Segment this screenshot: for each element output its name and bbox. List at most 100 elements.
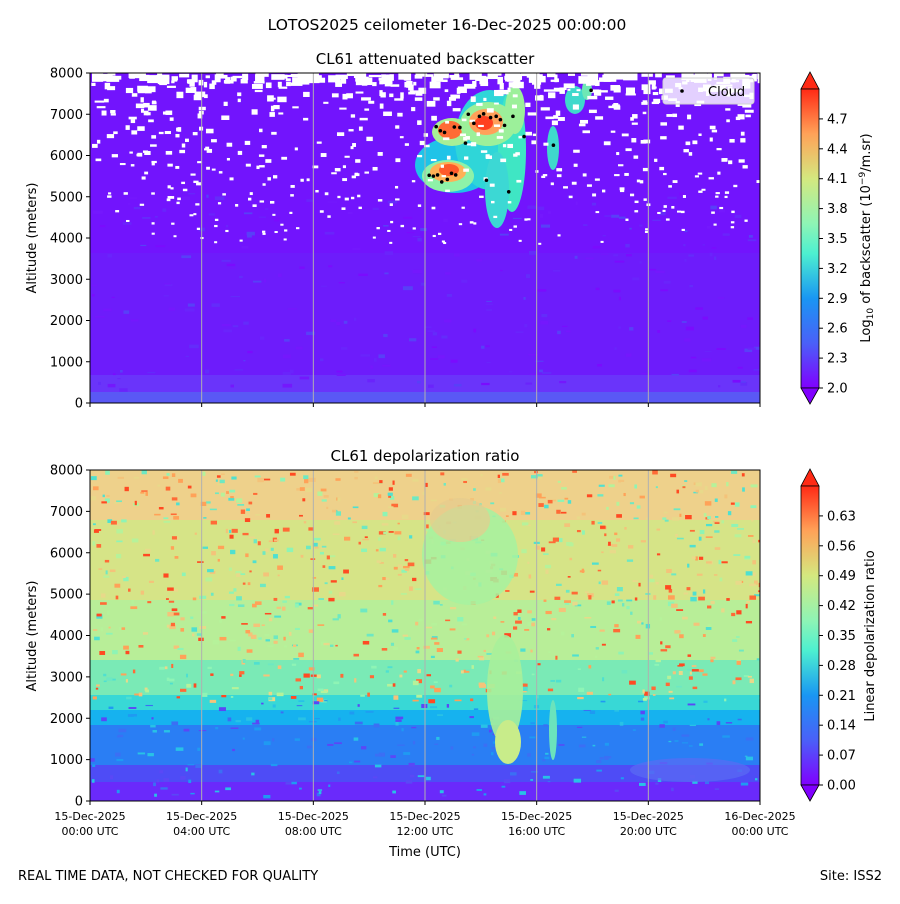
depolarization-title: CL61 depolarization ratio [331, 447, 520, 465]
noise-cell [527, 561, 530, 564]
noise-cell [397, 573, 402, 576]
noise-cell [257, 477, 264, 483]
noise-cell [218, 707, 226, 712]
missing-data-cell [539, 94, 543, 101]
noise-cell [412, 236, 421, 238]
missing-data-cell [610, 130, 616, 133]
noise-cell [623, 492, 626, 497]
missing-data-cell [725, 108, 731, 111]
missing-data-cell [562, 87, 567, 91]
noise-cell [611, 544, 618, 547]
missing-data-cell [337, 195, 341, 199]
noise-cell [298, 652, 304, 658]
noise-cell [290, 369, 294, 374]
missing-data-cell [113, 131, 118, 135]
noise-cell [702, 244, 706, 246]
noise-cell [703, 700, 708, 703]
noise-cell [107, 610, 110, 615]
missing-data-cell [578, 123, 586, 127]
missing-data-cell [446, 155, 451, 160]
noise-cell [116, 529, 123, 534]
noise-cell [529, 736, 536, 739]
noise-cell [622, 603, 625, 607]
missing-data-cell [259, 200, 265, 203]
noise-cell [206, 194, 209, 198]
missing-data-cell [744, 109, 754, 113]
noise-cell [600, 253, 609, 255]
noise-cell [170, 513, 177, 516]
noise-cell [117, 378, 121, 380]
noise-cell [441, 335, 448, 339]
noise-cell [689, 529, 695, 532]
missing-data-cell [156, 75, 163, 81]
noise-cell [320, 690, 328, 694]
noise-cell [738, 381, 746, 383]
noise-cell [274, 615, 282, 618]
noise-cell [231, 528, 238, 533]
noise-cell [303, 521, 307, 524]
noise-cell [353, 737, 359, 741]
noise-cell [263, 794, 271, 799]
noise-cell [634, 484, 638, 489]
missing-data-cell [270, 105, 275, 112]
noise-cell [282, 371, 292, 375]
noise-cell [228, 497, 235, 501]
missing-data-cell [143, 110, 149, 116]
cloud-point [434, 124, 438, 129]
missing-data-cell [258, 154, 265, 157]
noise-cell [158, 506, 164, 510]
noise-cell [692, 780, 698, 784]
noise-cell [710, 205, 717, 210]
noise-cell [230, 696, 234, 698]
noise-cell [486, 300, 492, 303]
missing-data-cell [193, 94, 202, 101]
colorbar-tick-label: 4.4 [827, 142, 848, 157]
colorbar-tick-label: 2.9 [827, 292, 848, 307]
noise-cell [251, 772, 255, 776]
noise-cell [294, 627, 300, 631]
noise-cell [592, 245, 601, 249]
noise-cell [171, 793, 179, 796]
missing-data-cell [502, 144, 507, 148]
noise-cell [535, 360, 544, 362]
missing-data-cell [724, 195, 728, 199]
noise-cell [616, 586, 623, 592]
missing-data-cell [389, 93, 394, 98]
noise-cell [190, 616, 194, 619]
missing-data-cell [545, 116, 554, 120]
noise-cell [616, 538, 621, 542]
noise-cell [286, 547, 294, 553]
noise-cell [303, 475, 309, 480]
missing-data-cell [493, 124, 500, 127]
noise-cell [115, 523, 120, 526]
missing-data-cell [198, 79, 204, 86]
noise-cell [198, 637, 204, 642]
noise-cell [202, 546, 209, 549]
missing-data-cell [599, 77, 612, 82]
noise-cell [712, 520, 720, 523]
noise-cell [307, 745, 312, 749]
cloud-point [466, 112, 471, 117]
missing-data-cell [262, 230, 266, 233]
missing-data-cell [744, 219, 748, 222]
noise-cell [734, 502, 740, 507]
noise-cell [752, 538, 756, 544]
noise-cell [128, 588, 131, 592]
cloud-point [463, 141, 468, 145]
missing-data-cell [563, 186, 568, 189]
noise-cell [308, 527, 314, 531]
noise-cell [542, 372, 552, 374]
missing-data-cell [110, 113, 116, 116]
missing-data-cell [721, 158, 728, 162]
noise-cell [316, 674, 321, 679]
noise-cell [670, 473, 677, 478]
missing-data-cell [515, 152, 520, 156]
missing-data-cell [478, 124, 484, 128]
missing-data-cell [588, 109, 597, 114]
noise-cell [662, 517, 667, 520]
missing-data-cell [235, 203, 239, 207]
noise-cell [420, 282, 426, 286]
missing-data-cell [404, 73, 412, 81]
noise-cell [399, 674, 403, 678]
noise-cell [596, 769, 602, 772]
